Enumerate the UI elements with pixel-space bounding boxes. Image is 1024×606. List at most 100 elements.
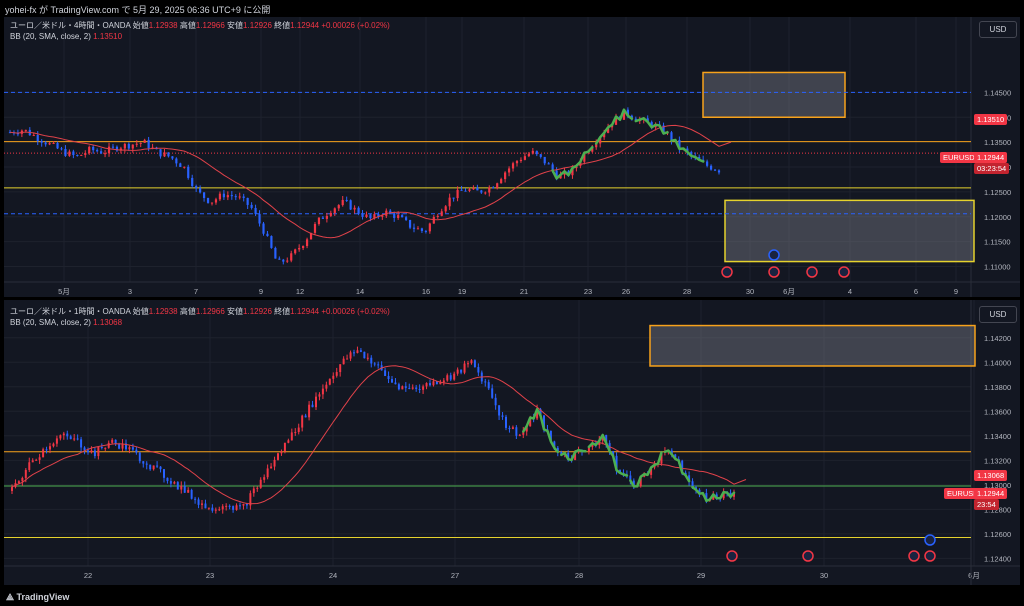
- last-price-tag: 1.12944: [974, 488, 1008, 499]
- candle-body: [87, 450, 89, 453]
- currency-button[interactable]: USD: [979, 306, 1017, 323]
- candle-body: [369, 214, 372, 219]
- candle-body: [523, 156, 527, 160]
- candle-body: [614, 116, 618, 125]
- candle-body: [394, 382, 397, 385]
- candle-body: [729, 492, 732, 497]
- candle-body: [678, 139, 681, 149]
- candle-body: [681, 460, 684, 473]
- chart-canvas-4h[interactable]: 1.145001.140001.135001.130001.125001.120…: [4, 17, 1020, 297]
- candle-body: [353, 207, 356, 210]
- y-tick-label: 1.14500: [984, 88, 1011, 97]
- candle-body: [547, 163, 550, 165]
- chart-panel-4h[interactable]: 1.145001.140001.135001.130001.125001.120…: [4, 17, 1020, 297]
- candle-body: [286, 260, 289, 262]
- candle-body: [706, 161, 709, 166]
- candle-body: [317, 217, 321, 224]
- candle-body: [315, 396, 317, 408]
- candle-body: [194, 498, 197, 500]
- candle-body: [97, 446, 100, 457]
- candle-body: [163, 152, 166, 157]
- candle-body: [121, 443, 124, 449]
- x-tick-label: 6月: [783, 287, 795, 296]
- candle-body: [480, 190, 483, 193]
- candle-body: [226, 195, 229, 198]
- candle-body: [138, 452, 141, 462]
- candle-body: [250, 204, 253, 208]
- candle-body: [45, 449, 48, 451]
- candle-body: [218, 509, 221, 511]
- economic-event-icon: [802, 550, 814, 562]
- candle-body: [35, 459, 38, 461]
- candle-body: [16, 133, 20, 135]
- x-tick-label: 28: [575, 571, 583, 580]
- candle-body: [373, 363, 376, 365]
- candle-body: [337, 205, 340, 209]
- candle-body: [408, 219, 412, 228]
- candle-body: [404, 217, 408, 220]
- candle-body: [234, 196, 237, 198]
- candle-body: [397, 384, 400, 390]
- countdown-tag: 23:54: [974, 499, 999, 510]
- candle-body: [332, 375, 335, 379]
- candle-body: [142, 461, 145, 464]
- candle-body: [294, 432, 297, 434]
- candle-body: [180, 485, 183, 490]
- candle-body: [442, 380, 445, 383]
- candle-body: [498, 405, 501, 416]
- candle-body: [62, 433, 65, 436]
- candle-body: [416, 228, 420, 230]
- bb-value-tag: 1.13068: [974, 470, 1008, 481]
- candle-body: [218, 193, 222, 200]
- candle-body: [389, 210, 392, 214]
- drawn-wave-path: [522, 407, 736, 503]
- candle-body: [484, 381, 487, 383]
- candle-body: [103, 153, 107, 155]
- candle-body: [32, 135, 35, 137]
- candle-body: [715, 494, 718, 499]
- candle-body: [318, 394, 321, 397]
- candle-body: [114, 439, 117, 444]
- candle-body: [262, 223, 265, 234]
- candle-body: [83, 447, 86, 451]
- candle-body: [603, 132, 606, 138]
- candle-body: [349, 200, 352, 210]
- candle-body: [522, 431, 525, 435]
- candle-body: [650, 467, 653, 475]
- candle-body: [650, 121, 653, 128]
- chart-panel-1h[interactable]: 1.14200 1.14000 1.13800 1.13600 1.13400 1.132…: [4, 300, 1020, 585]
- candle-body: [304, 415, 307, 418]
- currency-button[interactable]: USD: [979, 21, 1017, 38]
- candle-body: [321, 388, 324, 395]
- candle-body: [273, 459, 276, 467]
- candle-body: [211, 507, 214, 511]
- candle-body: [270, 466, 273, 469]
- chart-canvas-1h[interactable]: 1.14200 1.14000 1.13800 1.13600 1.13400 1.132…: [4, 300, 1020, 585]
- candle-body: [73, 438, 76, 440]
- candle-body: [225, 505, 228, 507]
- candle-body: [278, 258, 281, 260]
- candle-body: [691, 481, 694, 488]
- candle-body: [342, 358, 345, 365]
- candle-body: [325, 215, 328, 219]
- candle-body: [311, 404, 314, 408]
- candle-body: [167, 152, 170, 157]
- candle-body: [712, 494, 715, 500]
- candle-body: [435, 381, 438, 385]
- y-tick-label: 1.11000: [984, 263, 1011, 272]
- candle-body: [484, 192, 487, 194]
- candle-body: [686, 148, 689, 152]
- x-tick-label: 22: [84, 571, 92, 580]
- candle-body: [274, 247, 277, 259]
- candle-body: [698, 489, 701, 494]
- candle-body: [370, 357, 373, 364]
- tradingview-logo: ⟁ TradingView: [6, 592, 70, 602]
- candle-body: [377, 214, 380, 217]
- candle-body: [80, 154, 83, 156]
- candle-body: [40, 140, 43, 143]
- candle-body: [66, 433, 69, 437]
- candle-body: [72, 151, 75, 155]
- candle-body: [420, 228, 424, 231]
- candle-body: [476, 187, 479, 191]
- bollinger-basis-line: [9, 124, 732, 239]
